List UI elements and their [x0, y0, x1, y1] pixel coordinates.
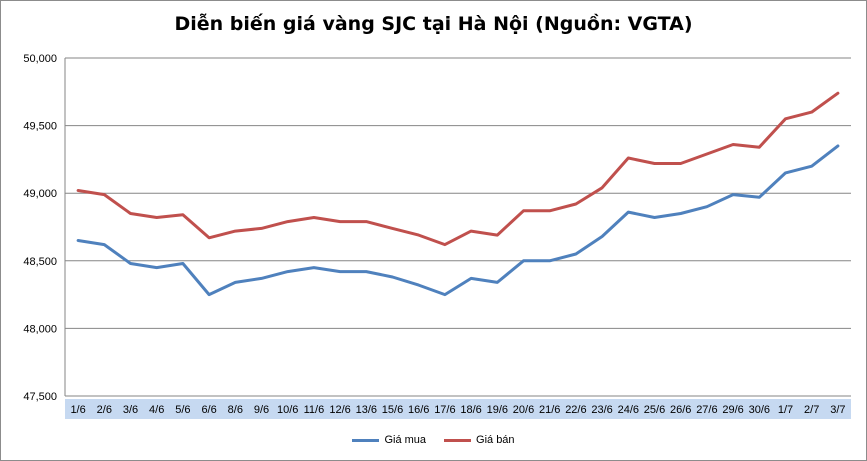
x-tick-label: 6/6	[201, 404, 216, 416]
x-tick-label: 11/6	[304, 404, 325, 416]
legend-swatch	[352, 438, 380, 442]
x-tick-label: 27/6	[696, 404, 717, 416]
y-tick-label: 47,500	[23, 391, 57, 403]
x-tick-label: 30/6	[749, 404, 770, 416]
x-tick-label: 23/6	[591, 404, 612, 416]
x-tick-label: 25/6	[644, 404, 665, 416]
chart-title: Diễn biến giá vàng SJC tại Hà Nội (Nguồn…	[174, 13, 693, 35]
x-tick-label: 1/6	[70, 404, 85, 416]
x-tick-label: 12/6	[329, 404, 350, 416]
x-tick-label: 2/6	[97, 404, 112, 416]
x-tick-label: 18/6	[460, 404, 481, 416]
x-tick-label: 21/6	[539, 404, 560, 416]
series-lines	[76, 91, 840, 297]
x-label-band	[65, 399, 851, 419]
x-tick-label: 20/6	[513, 404, 534, 416]
x-tick-label: 24/6	[618, 404, 639, 416]
y-tick-label: 50,000	[23, 53, 57, 65]
x-tick-label: 9/6	[254, 404, 269, 416]
axes	[64, 58, 851, 397]
x-tick-label: 3/7	[830, 404, 845, 416]
legend-swatch	[444, 438, 472, 442]
y-tick-labels: 47,500 48,000 48,500 49,000 49,500 50,000	[23, 53, 57, 403]
x-tick-label: 22/6	[565, 404, 586, 416]
x-tick-label: 5/6	[175, 404, 190, 416]
legend: Giá mua Giá bán	[1, 434, 866, 446]
x-tick-label: 13/6	[356, 404, 377, 416]
y-tick-label: 48,000	[23, 323, 57, 335]
x-tick-label: 16/6	[408, 404, 429, 416]
x-tick-label: 15/6	[382, 404, 403, 416]
x-tick-label: 26/6	[670, 404, 691, 416]
x-tick-label: 19/6	[487, 404, 508, 416]
x-tick-label: 3/6	[123, 404, 138, 416]
series-line-2	[76, 91, 840, 247]
grid-lines	[65, 57, 851, 329]
x-tick-labels: 1/6 2/6 3/6 4/6 5/6 6/6 8/6 9/6 10/6 11/6 12/6 13/6…	[70, 404, 845, 416]
x-tick-label: 1/7	[778, 404, 793, 416]
x-tick-label: 10/6	[277, 404, 298, 416]
x-tick-label: 4/6	[149, 404, 164, 416]
x-axis-label-band	[65, 399, 851, 419]
x-tick-label: 17/6	[434, 404, 455, 416]
x-tick-label: 2/7	[804, 404, 819, 416]
legend-item-2: Giá bán	[444, 434, 515, 446]
legend-label: Giá mua	[384, 434, 427, 446]
series-line-1	[76, 144, 840, 297]
legend-label: Giá bán	[476, 434, 515, 446]
x-tick-label: 8/6	[228, 404, 243, 416]
y-tick-label: 49,500	[23, 121, 57, 133]
y-tick-label: 48,500	[23, 256, 57, 268]
x-tick-label: 29/6	[722, 404, 743, 416]
y-tick-label: 49,000	[23, 188, 57, 200]
legend-item-1: Giá mua	[352, 434, 426, 446]
